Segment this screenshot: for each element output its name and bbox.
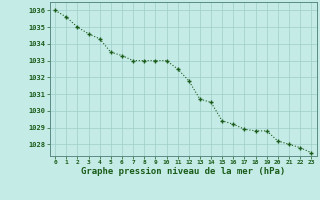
X-axis label: Graphe pression niveau de la mer (hPa): Graphe pression niveau de la mer (hPa) [81, 167, 285, 176]
